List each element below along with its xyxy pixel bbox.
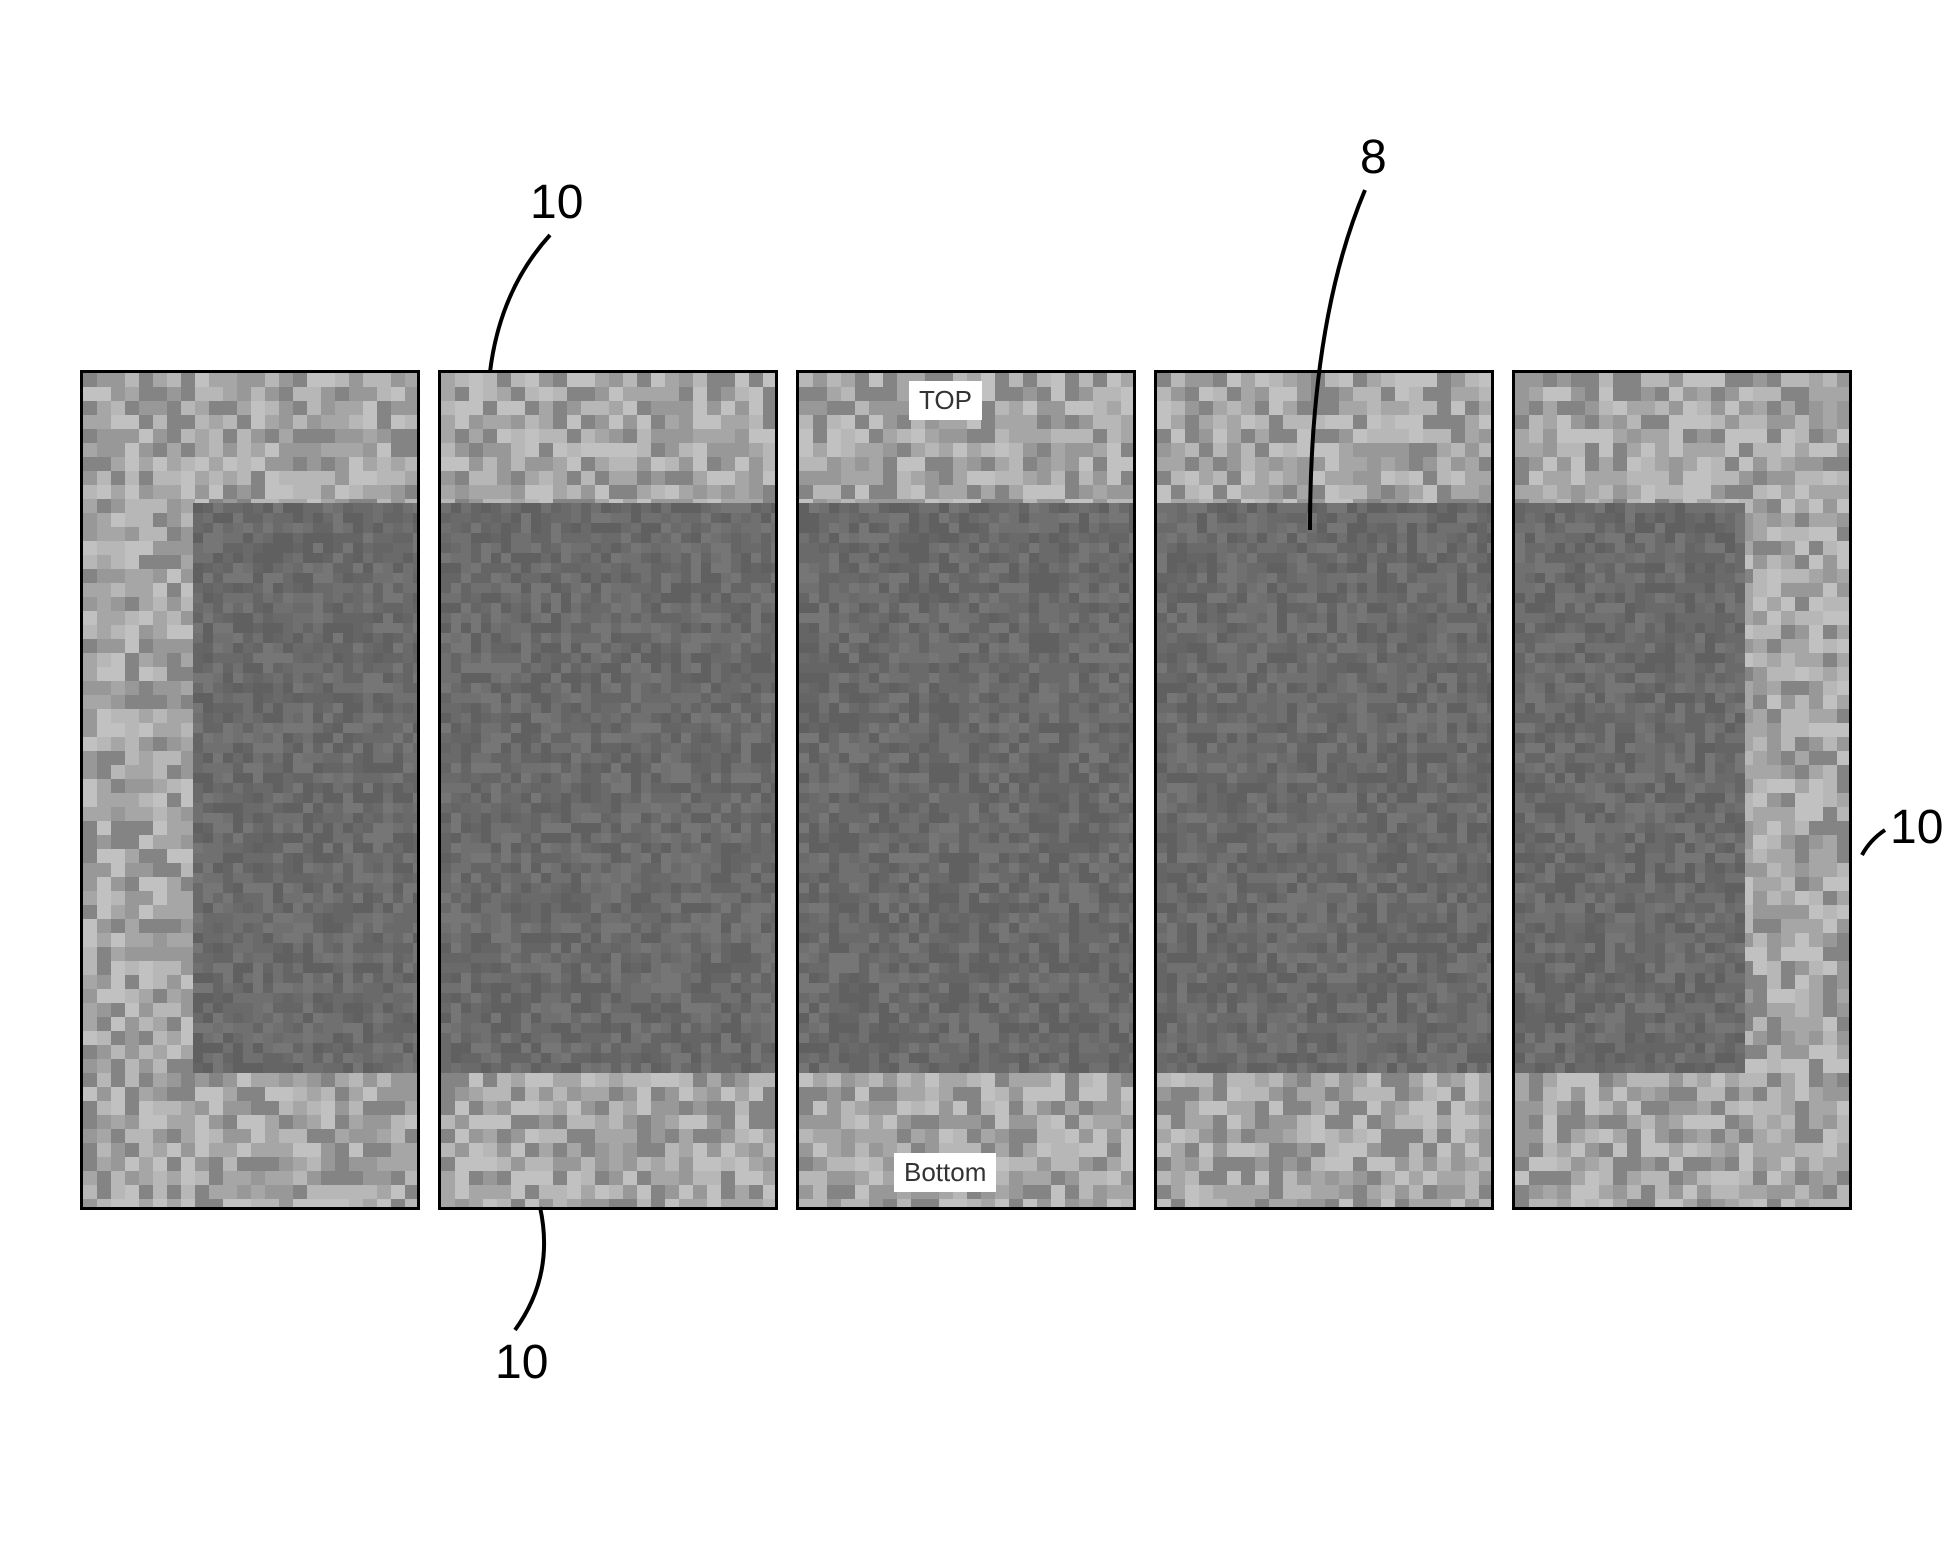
bottom-label: Bottom	[894, 1153, 996, 1192]
panel-5	[1512, 370, 1852, 1210]
callout-8-label: 8	[1360, 130, 1387, 185]
panels-container: TOP Bottom	[80, 370, 1852, 1210]
noise-dark	[441, 503, 778, 1073]
panel-4	[1154, 370, 1494, 1210]
top-label: TOP	[909, 381, 982, 420]
callout-10-top-leader	[490, 235, 550, 372]
noise-dark	[1157, 503, 1494, 1073]
panel-1	[80, 370, 420, 1210]
callout-10-right-leader	[1862, 830, 1885, 855]
callout-10-right-label: 10	[1890, 800, 1943, 855]
noise-dark	[193, 503, 420, 1073]
panel-2	[438, 370, 778, 1210]
callout-10-top-label: 10	[530, 175, 583, 230]
callout-10-bottom-label: 10	[495, 1335, 548, 1390]
noise-dark	[1515, 503, 1745, 1073]
callout-10-bottom-leader	[515, 1207, 544, 1330]
panel-3: TOP Bottom	[796, 370, 1136, 1210]
noise-dark	[799, 503, 1136, 1073]
